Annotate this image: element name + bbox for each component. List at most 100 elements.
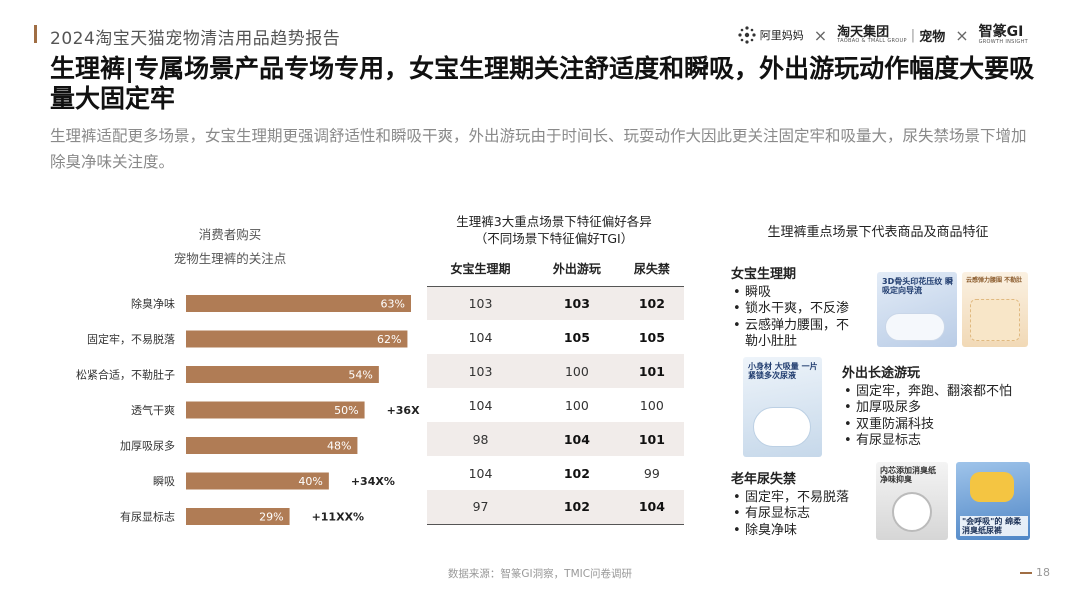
table-row: 104 102 99 [427,456,684,490]
column-header: 外出游玩 [534,252,620,287]
table-cell: 100 [639,397,664,413]
bar-value-label: 50% [334,404,358,417]
bar-growth-annotation: +36X% [387,404,420,417]
alimama-icon [738,26,756,44]
table-cell: 101 [619,354,684,388]
logo-separator: × [813,25,828,45]
table-cell: 105 [563,329,590,345]
table-cell: 102 [534,490,620,525]
chart-title-line2: 宠物生理裤的关注点 [173,251,287,266]
pet-label: 宠物 [919,29,946,45]
diaper-shape [753,407,811,447]
diaper-shape [892,492,932,532]
bar [186,295,411,312]
bar-category-label: 透气干爽 [131,403,175,417]
logo-divider: | [910,27,916,43]
bar-value-label: 54% [348,369,372,382]
zhikuan-name: 智篆GI [978,24,1024,41]
table-title-line2: （不同场景下特征偏好TGI） [474,231,634,246]
bar-value-label: 62% [377,333,401,346]
data-source: 数据来源：智篆GI洞察，TMIC问卷调研 [447,568,633,580]
table-cell: 97 [427,490,535,525]
table-title: 生理裤3大重点场景下特征偏好各异 （不同场景下特征偏好TGI） [425,213,683,247]
table-cell: 104 [468,465,493,481]
bar-growth-annotation: +11XX% [312,511,365,524]
scene-feature: 有尿显标志 [731,506,871,523]
scene-title: 女宝生理期 [731,267,797,282]
scene-senior-incontinence: 老年尿失禁 固定牢，不易脱落 有尿显标志 除臭净味 [731,472,871,539]
scene-feature: 瞬吸 [731,285,861,302]
scene-feature: 固定牢，奔跑、翻滚都不怕 [842,384,1032,401]
product-image-6: "会呼吸"的 绵柔消臭纸尿裤 [956,462,1030,540]
taotian-name: 淘天集团 [837,24,890,40]
page-number-value: 18 [1036,566,1050,579]
bar [186,472,329,490]
logo-separator: × [955,25,969,45]
table-cell: 102 [619,286,684,320]
scene-feature: 双重防漏科技 [842,417,1032,434]
scene-feature: 云感弹力腰围，不勒小肚肚 [731,318,861,351]
bar [186,401,365,419]
table-row: 97 102 104 [427,490,684,525]
table-cell: 103 [427,354,535,388]
table-cell: 104 [534,422,620,456]
bar [186,437,358,454]
table-cell: 98 [427,422,535,456]
bar-category-label: 加厚吸尿多 [120,439,175,453]
scene-outdoor-travel: 外出长途游玩 固定牢，奔跑、翻滚都不怕 加厚吸尿多 双重防漏科技 有尿显标志 [842,366,1032,450]
bar-value-label: 48% [327,440,351,453]
table-header-row: 女宝生理期 外出游玩 尿失禁 [427,252,684,287]
title-accent-bar [34,25,37,43]
bar-value-label: 29% [259,511,283,524]
product-image-3: 小身材 大吸量 一片紧锁多次尿液 [743,357,822,457]
table-cell: 100 [564,397,589,413]
alimama-logo: 阿里妈妈 [738,26,804,44]
table-title-line1: 生理裤3大重点场景下特征偏好各异 [456,214,652,229]
table-cell: 104 [619,490,684,525]
zhikuan-logo: 智篆GI GROWTH INSIGHT [979,25,1028,45]
intro-text: 生理裤适配更多场景，女宝生理期更强调舒适性和瞬吸干爽，外出游玩由于时间长、玩耍动… [50,127,1027,171]
bar-category-label: 除臭净味 [131,297,175,311]
page-dash [1020,571,1032,574]
bar [186,330,408,348]
table-cell: 101 [619,422,684,456]
product-caption: 云感弹力腰围 不勒肚 [966,277,1023,284]
table-cell: 103 [427,286,535,320]
bar-value-label: 63% [381,298,405,311]
bar-category-label: 瞬吸 [153,475,175,488]
table-cell: 102 [563,465,590,481]
table-row: 104 105 105 [427,320,684,354]
report-title: 2024淘宝天猫宠物清洁用品趋势报告 [50,29,341,49]
table-row: 98 104 101 [427,422,684,456]
product-caption: 3D骨头印花压纹 瞬吸定向导流 [882,277,953,295]
table-cell: 104 [468,397,493,413]
scene-female-period: 女宝生理期 瞬吸 锁水干爽，不反渗 云感弹力腰围，不勒小肚肚 [731,267,861,351]
product-image-2: 云感弹力腰围 不勒肚 [962,272,1028,347]
table-cell: 100 [534,354,620,388]
table-row: 103 100 101 [427,354,684,388]
scene-feature: 固定牢，不易脱落 [731,490,871,507]
taotian-subtitle: TAOBAO & TMALL GROUP [837,38,907,45]
bar [186,366,379,383]
table-cell: 99 [643,465,660,481]
diaper-shape [970,299,1020,341]
column-header: 尿失禁 [619,252,684,287]
bar-category-label: 有尿显标志 [120,510,175,524]
table-cell: 104 [468,329,493,345]
scene-title: 老年尿失禁 [731,472,797,487]
bar [186,508,290,525]
bar-value-label: 40% [298,475,322,488]
diaper-shape [885,313,945,341]
tgi-table: 女宝生理期 外出游玩 尿失禁 103 103 102 104 105 105 103 100 1… [427,252,684,525]
column-header: 女宝生理期 [427,252,535,287]
bar-chart: 除臭净味63%+74X%固定牢，不易脱落62%松紧合适，不勒肚子54%透气干爽5… [76,295,420,525]
scene-feature: 加厚吸尿多 [842,400,1032,417]
partner-logos: 阿里妈妈 × 淘天集团 TAOBAO & TMALL GROUP | 宠物 × … [738,22,1028,48]
page-number: 18 [1020,566,1050,579]
scene-title: 外出长途游玩 [842,366,921,381]
zhikuan-subtitle: GROWTH INSIGHT [978,38,1028,45]
alimama-name: 阿里妈妈 [759,29,804,42]
bar-category-label: 松紧合适，不勒肚子 [76,368,175,382]
product-caption: 小身材 大吸量 一片紧锁多次尿液 [748,362,818,380]
table-cell: 103 [534,286,620,320]
